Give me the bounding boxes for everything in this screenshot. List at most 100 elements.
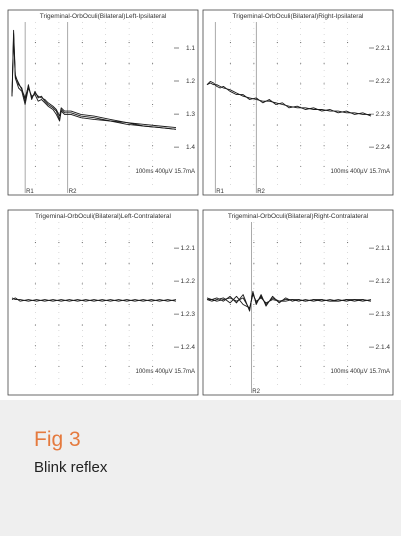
grid-dot bbox=[34, 103, 36, 106]
panel-title: Trigeminal-OrbOculi(Bilateral)Right-Ipsi… bbox=[233, 13, 364, 20]
channel-label: 1.1 bbox=[186, 45, 195, 52]
grid-dot bbox=[347, 345, 349, 347]
grid-dot bbox=[128, 283, 130, 285]
grid-dot bbox=[128, 145, 130, 147]
grid-dot bbox=[300, 62, 302, 64]
grid-dot bbox=[105, 283, 107, 285]
grid-dot bbox=[34, 262, 36, 264]
grid-dot bbox=[253, 262, 255, 264]
trace-line bbox=[206, 292, 372, 310]
grid-dot bbox=[347, 145, 349, 147]
grid-dot bbox=[276, 124, 278, 126]
blink-reflex-figure: Trigeminal-OrbOculi(Bilateral)Left-Ipsil… bbox=[7, 9, 394, 396]
grid-dot bbox=[105, 324, 107, 326]
channel-label: 2.2.1 bbox=[376, 45, 391, 52]
grid-dot bbox=[105, 103, 107, 106]
grid-dot bbox=[58, 324, 60, 326]
grid-dot bbox=[323, 103, 325, 106]
grid-dot bbox=[81, 283, 83, 285]
grid-dot bbox=[105, 62, 107, 64]
grid-dot bbox=[128, 303, 130, 306]
grid-dot bbox=[253, 83, 255, 85]
grid-dot bbox=[58, 62, 60, 64]
grid-dot bbox=[81, 124, 83, 126]
grid-dot bbox=[128, 42, 130, 44]
trace-panel: Trigeminal-OrbOculi(Bilateral)Right-Ipsi… bbox=[202, 9, 394, 196]
grid-dot bbox=[323, 42, 325, 44]
grid-dot bbox=[229, 283, 231, 285]
grid-dot bbox=[323, 145, 325, 147]
grid-dot bbox=[276, 145, 278, 147]
grid-dot bbox=[347, 303, 349, 306]
grid-dot bbox=[253, 42, 255, 44]
grid-dot bbox=[128, 242, 130, 244]
grid-dot bbox=[276, 345, 278, 347]
grid-dot bbox=[58, 103, 60, 106]
grid-dot bbox=[229, 42, 231, 44]
grid-dot bbox=[128, 83, 130, 85]
grid-dot bbox=[253, 303, 255, 306]
grid-dot bbox=[105, 42, 107, 44]
grid-dot bbox=[58, 242, 60, 244]
grid-dot bbox=[253, 242, 255, 244]
channel-label: 1.2.3 bbox=[181, 311, 196, 318]
marker-label: R1 bbox=[216, 189, 224, 195]
grid-dot bbox=[323, 283, 325, 285]
grid-dot bbox=[300, 83, 302, 85]
trace-line bbox=[206, 80, 372, 117]
grid-dot bbox=[347, 262, 349, 264]
grid-dot bbox=[347, 124, 349, 126]
trace-line bbox=[11, 33, 177, 130]
grid-dot bbox=[276, 62, 278, 64]
grid-dot bbox=[276, 242, 278, 244]
trace-line bbox=[206, 294, 372, 309]
grid-dot bbox=[276, 262, 278, 264]
grid-dot bbox=[152, 62, 154, 64]
grid-dot bbox=[253, 145, 255, 147]
grid-dot bbox=[300, 42, 302, 44]
grid-dot bbox=[81, 145, 83, 147]
grid-dot bbox=[105, 242, 107, 244]
grid-dot bbox=[300, 303, 302, 306]
grid-dot bbox=[34, 62, 36, 64]
channel-label: 1.4 bbox=[186, 144, 195, 151]
grid-dot bbox=[34, 303, 36, 306]
grid-dot bbox=[253, 62, 255, 64]
grid-dot bbox=[229, 242, 231, 244]
grid-dot bbox=[128, 62, 130, 64]
channel-label: 2.1.1 bbox=[376, 245, 391, 252]
trace-line bbox=[11, 38, 177, 129]
grid-dot bbox=[105, 124, 107, 126]
grid-dot bbox=[253, 283, 255, 285]
grid-dot bbox=[105, 303, 107, 306]
grid-dot bbox=[229, 103, 231, 106]
grid-dot bbox=[323, 242, 325, 244]
grid-dot bbox=[34, 283, 36, 285]
grid-dot bbox=[58, 303, 60, 306]
channel-label: 2.1.3 bbox=[376, 311, 391, 318]
grid-dot bbox=[276, 42, 278, 44]
grid-dot bbox=[58, 124, 60, 126]
grid-dot bbox=[34, 345, 36, 347]
grid-dot bbox=[58, 345, 60, 347]
grid-dot bbox=[347, 283, 349, 285]
scale-label: 100ms 400µV 15.7mA bbox=[331, 369, 391, 375]
grid-dot bbox=[58, 145, 60, 147]
grid-dot bbox=[152, 145, 154, 147]
grid-dot bbox=[128, 324, 130, 326]
grid-dot bbox=[34, 42, 36, 44]
channel-label: 2.1.4 bbox=[376, 344, 391, 351]
grid-dot bbox=[253, 345, 255, 347]
figure-canvas: Trigeminal-OrbOculi(Bilateral)Left-Ipsil… bbox=[7, 9, 394, 396]
grid-dot bbox=[105, 145, 107, 147]
grid-dot bbox=[152, 283, 154, 285]
grid-dot bbox=[347, 42, 349, 44]
grid-dot bbox=[152, 103, 154, 106]
grid-dot bbox=[152, 303, 154, 306]
channel-label: 2.2.3 bbox=[376, 111, 391, 118]
grid-dot bbox=[347, 242, 349, 244]
channel-label: 2.2.4 bbox=[376, 144, 391, 151]
grid-dot bbox=[81, 242, 83, 244]
figure-description: Blink reflex bbox=[34, 459, 108, 476]
grid-dot bbox=[105, 83, 107, 85]
